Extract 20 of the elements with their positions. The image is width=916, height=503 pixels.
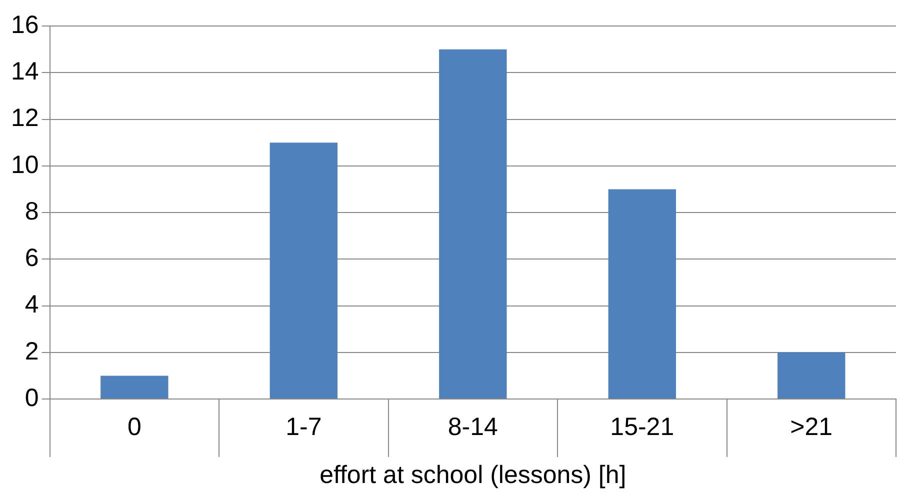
y-tick-label: 10: [10, 150, 39, 179]
x-axis-title: effort at school (lessons) [h]: [320, 460, 626, 489]
bar: [100, 376, 168, 398]
y-tick-label: 4: [24, 290, 39, 319]
x-tick-label: 0: [127, 412, 142, 441]
x-tick-label: 1-7: [286, 412, 322, 441]
y-tick-label: 0: [24, 384, 39, 412]
y-tick-label: 14: [10, 58, 39, 86]
x-tick-label: 15-21: [610, 412, 674, 441]
y-tick-label: 2: [24, 337, 39, 366]
y-tick-label: 12: [10, 104, 39, 132]
bar: [270, 142, 338, 398]
x-tick-label: >21: [790, 412, 833, 441]
bar: [608, 189, 676, 398]
y-tick-label: 16: [10, 10, 39, 39]
bar: [778, 352, 846, 398]
x-tick-label: 8-14: [448, 412, 498, 441]
y-tick-label: 6: [24, 244, 39, 272]
y-tick-label: 8: [24, 197, 39, 226]
bar: [439, 49, 507, 398]
